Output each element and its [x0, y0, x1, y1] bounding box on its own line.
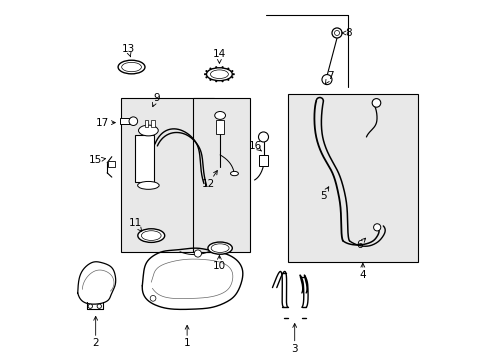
Bar — [120, 118, 131, 125]
Bar — [135, 135, 154, 182]
Circle shape — [221, 80, 223, 82]
Ellipse shape — [206, 68, 232, 81]
Text: 11: 11 — [128, 218, 142, 231]
Bar — [107, 161, 115, 167]
Text: 15: 15 — [89, 155, 105, 165]
Circle shape — [331, 28, 341, 38]
Text: 17: 17 — [96, 118, 115, 128]
Bar — [144, 120, 148, 127]
Ellipse shape — [258, 132, 268, 142]
Text: 13: 13 — [121, 44, 134, 57]
Circle shape — [215, 66, 217, 68]
Ellipse shape — [207, 242, 232, 254]
Bar — [121, 98, 214, 252]
Ellipse shape — [137, 181, 159, 189]
Text: 12: 12 — [202, 171, 217, 189]
Text: 16: 16 — [248, 141, 262, 151]
Bar — [287, 94, 418, 262]
Circle shape — [227, 68, 229, 70]
Text: 9: 9 — [152, 93, 160, 107]
Bar — [151, 120, 155, 127]
Ellipse shape — [122, 62, 141, 72]
Circle shape — [373, 224, 380, 231]
Circle shape — [231, 70, 233, 72]
Text: 3: 3 — [291, 324, 297, 354]
Circle shape — [371, 99, 380, 107]
Circle shape — [194, 250, 201, 257]
Text: 4: 4 — [359, 263, 366, 280]
Circle shape — [205, 70, 207, 72]
Circle shape — [221, 66, 223, 68]
Circle shape — [203, 73, 206, 75]
Ellipse shape — [138, 125, 158, 136]
Bar — [192, 98, 249, 252]
Bar — [215, 120, 224, 134]
Ellipse shape — [211, 244, 228, 252]
Circle shape — [129, 117, 137, 126]
Text: 6: 6 — [355, 238, 365, 249]
Ellipse shape — [138, 229, 164, 242]
Circle shape — [88, 304, 92, 309]
Circle shape — [205, 76, 207, 78]
Ellipse shape — [141, 231, 161, 240]
Ellipse shape — [210, 70, 228, 78]
Text: 10: 10 — [212, 256, 225, 271]
Circle shape — [231, 76, 233, 78]
Circle shape — [215, 80, 217, 82]
Circle shape — [97, 304, 101, 309]
Text: 5: 5 — [320, 187, 328, 201]
Bar — [259, 155, 267, 166]
Ellipse shape — [321, 75, 331, 85]
Circle shape — [232, 73, 234, 75]
Circle shape — [209, 79, 211, 81]
Ellipse shape — [214, 112, 225, 120]
Text: 2: 2 — [92, 316, 99, 348]
Text: 8: 8 — [341, 28, 351, 38]
Circle shape — [150, 296, 156, 301]
Circle shape — [334, 31, 339, 36]
Circle shape — [209, 68, 211, 70]
Ellipse shape — [118, 60, 144, 74]
Text: 14: 14 — [212, 49, 225, 63]
Circle shape — [227, 79, 229, 81]
Text: 7: 7 — [325, 71, 333, 84]
Text: 1: 1 — [183, 325, 190, 348]
Ellipse shape — [230, 171, 238, 176]
